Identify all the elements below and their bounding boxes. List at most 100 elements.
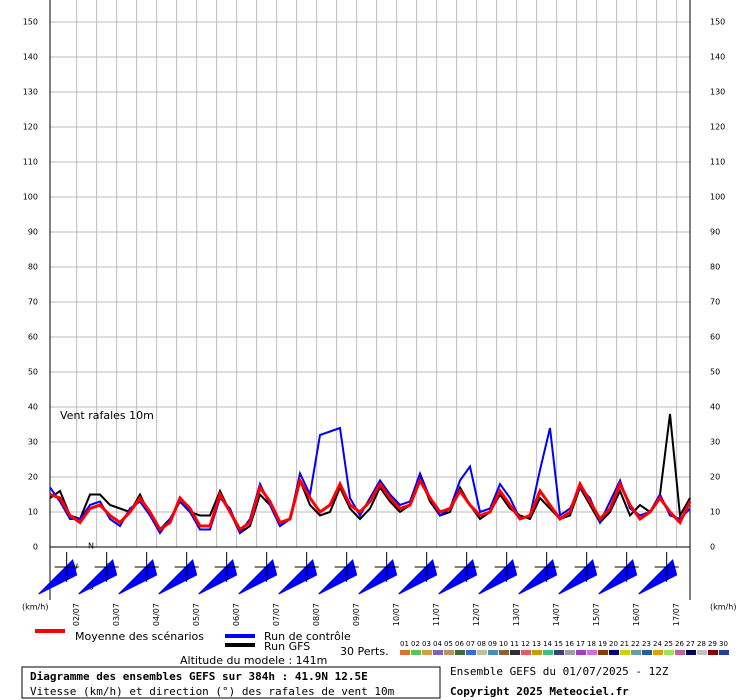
x-tick-label: 08/07	[312, 603, 321, 626]
y-tick-label: 70	[28, 298, 38, 307]
footer-title: Diagramme des ensembles GEFS sur 384h : …	[30, 670, 368, 683]
y-tick-label: 100	[23, 193, 38, 202]
x-tick-label: 15/07	[592, 603, 601, 626]
perturbation-swatch	[587, 650, 597, 655]
y-tick-label: 140	[23, 53, 38, 62]
y-tick-label: 10	[28, 508, 38, 517]
altitude: Altitude du modele : 141m	[180, 654, 327, 667]
perturbation-label: 30	[719, 640, 728, 648]
perturbation-label: 18	[587, 640, 596, 648]
perturbation-label: 20	[609, 640, 618, 648]
x-tick-label: 03/07	[112, 603, 121, 626]
x-tick-label: 07/07	[272, 603, 281, 626]
perturbation-label: 08	[477, 640, 486, 648]
perturbation-swatch	[631, 650, 641, 655]
x-tick-label: 02/07	[72, 603, 81, 626]
perturbation-swatch	[433, 650, 443, 655]
footer-subtitle: Vitesse (km/h) et direction (°) des rafa…	[30, 685, 395, 698]
y-tick-label-right: 100	[710, 193, 725, 202]
x-tick-label: 09/07	[352, 603, 361, 626]
y-tick-label: 110	[23, 158, 38, 167]
perturbation-swatch	[708, 650, 718, 655]
perturbation-swatch	[499, 650, 509, 655]
perturbation-swatch	[543, 650, 553, 655]
perturbation-label: 26	[675, 640, 684, 648]
x-tick-label: 10/07	[392, 603, 401, 626]
y-tick-label-right: 120	[710, 123, 725, 132]
compass-n: N	[88, 542, 94, 551]
y-tick-label: 80	[28, 263, 38, 272]
perturbation-label: 14	[543, 640, 552, 648]
unit-left: (km/h)	[22, 603, 48, 612]
footer-box	[21, 666, 441, 699]
perturbation-label: 21	[620, 640, 629, 648]
x-tick-label: 04/07	[152, 603, 161, 626]
perturbation-label: 28	[697, 640, 706, 648]
y-tick-label: 130	[23, 88, 38, 97]
legend-label: Moyenne des scénarios	[75, 630, 204, 643]
x-tick-label: 14/07	[552, 603, 561, 626]
perturbation-swatch	[510, 650, 520, 655]
perturbation-label: 12	[521, 640, 530, 648]
perturbation-swatch	[719, 650, 729, 655]
perturbations-label: 30 Perts.	[340, 645, 389, 658]
x-tick-label: 13/07	[512, 603, 521, 626]
perturbation-swatch	[466, 650, 476, 655]
x-tick-label: 06/07	[232, 603, 241, 626]
y-tick-label-right: 60	[710, 333, 720, 342]
perturbation-label: 24	[653, 640, 662, 648]
perturbation-label: 29	[708, 640, 717, 648]
x-tick-label: 11/07	[432, 603, 441, 626]
perturbation-swatch	[521, 650, 531, 655]
perturbation-swatch	[653, 650, 663, 655]
perturbation-swatch	[455, 650, 465, 655]
y-tick-label-right: 110	[710, 158, 725, 167]
perturbation-label: 16	[565, 640, 574, 648]
y-tick-label-right: 70	[710, 298, 720, 307]
perturbation-swatch	[488, 650, 498, 655]
y-tick-label-right: 90	[710, 228, 720, 237]
perturbation-label: 09	[488, 640, 497, 648]
perturbation-swatch	[620, 650, 630, 655]
perturbation-swatch	[609, 650, 619, 655]
perturbation-swatch	[444, 650, 454, 655]
perturbation-swatch	[565, 650, 575, 655]
y-tick-label-right: 80	[710, 263, 720, 272]
y-tick-label: 120	[23, 123, 38, 132]
y-tick-label: 90	[28, 228, 38, 237]
y-tick-label-right: 30	[710, 438, 720, 447]
y-tick-label-right: 150	[710, 18, 725, 27]
y-tick-label: 0	[33, 543, 38, 552]
perturbation-label: 15	[554, 640, 563, 648]
perturbation-swatch	[477, 650, 487, 655]
perturbation-label: 22	[631, 640, 640, 648]
y-tick-label-right: 40	[710, 403, 720, 412]
x-tick-label: 12/07	[472, 603, 481, 626]
y-tick-label-right: 140	[710, 53, 725, 62]
perturbation-label: 05	[444, 640, 453, 648]
perturbation-swatch	[554, 650, 564, 655]
annotation: Vent rafales 10m	[60, 409, 154, 422]
perturbation-swatch	[532, 650, 542, 655]
y-tick-label: 40	[28, 403, 38, 412]
grid	[50, 0, 690, 548]
y-tick-label: 50	[28, 368, 38, 377]
perturbation-label: 06	[455, 640, 464, 648]
x-tick-label: 16/07	[632, 603, 641, 626]
perturbation-swatch	[598, 650, 608, 655]
perturbation-label: 11	[510, 640, 519, 648]
y-tick-label-right: 0	[710, 543, 715, 552]
perturbation-label: 02	[411, 640, 420, 648]
run-info: Ensemble GEFS du 01/07/2025 - 12Z	[450, 665, 669, 678]
perturbation-swatch	[686, 650, 696, 655]
x-tick-label: 17/07	[672, 603, 681, 626]
y-tick-label: 60	[28, 333, 38, 342]
x-tick-label: 05/07	[192, 603, 201, 626]
perturbation-swatch	[697, 650, 707, 655]
y-tick-label-right: 20	[710, 473, 720, 482]
perturbation-label: 25	[664, 640, 673, 648]
perturbation-label: 27	[686, 640, 695, 648]
y-tick-label: 150	[23, 18, 38, 27]
perturbation-label: 10	[499, 640, 508, 648]
